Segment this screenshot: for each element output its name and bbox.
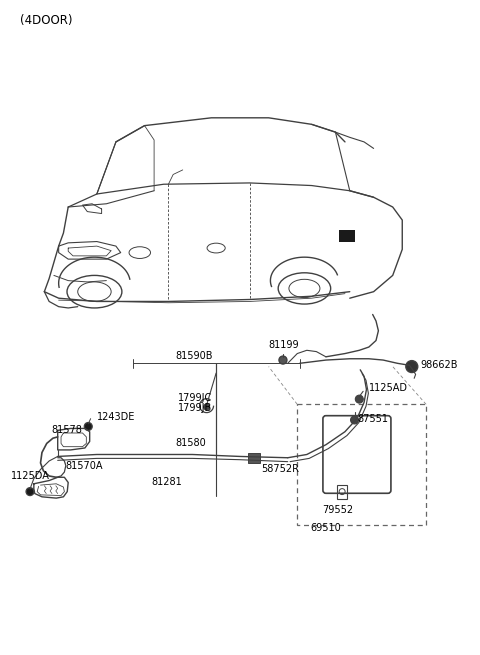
Text: 1243DE: 1243DE — [97, 413, 135, 422]
Text: 1799JB: 1799JB — [178, 403, 212, 413]
Text: 81590B: 81590B — [176, 350, 213, 360]
Circle shape — [204, 404, 210, 410]
Circle shape — [84, 422, 92, 430]
Text: 81199: 81199 — [269, 340, 299, 350]
Text: 87551: 87551 — [357, 414, 388, 424]
Bar — [248, 453, 260, 462]
Circle shape — [279, 356, 287, 364]
Circle shape — [350, 416, 359, 424]
Text: 58752R: 58752R — [262, 464, 300, 474]
Text: (4DOOR): (4DOOR) — [21, 14, 73, 27]
Text: 81281: 81281 — [152, 477, 182, 487]
Text: 98662B: 98662B — [420, 360, 458, 370]
Circle shape — [26, 487, 34, 496]
Circle shape — [355, 395, 363, 403]
Text: 81580: 81580 — [176, 438, 206, 449]
Text: 1125DA: 1125DA — [11, 471, 50, 481]
Bar — [339, 231, 355, 242]
Text: 81578: 81578 — [51, 424, 83, 435]
Text: 79552: 79552 — [322, 505, 353, 515]
Text: 69510: 69510 — [311, 523, 341, 533]
Text: 1125AD: 1125AD — [369, 383, 408, 393]
Bar — [337, 485, 347, 498]
Text: 1799JC: 1799JC — [178, 393, 212, 403]
Circle shape — [406, 361, 418, 373]
Text: 81570A: 81570A — [66, 460, 103, 470]
Bar — [297, 404, 426, 525]
